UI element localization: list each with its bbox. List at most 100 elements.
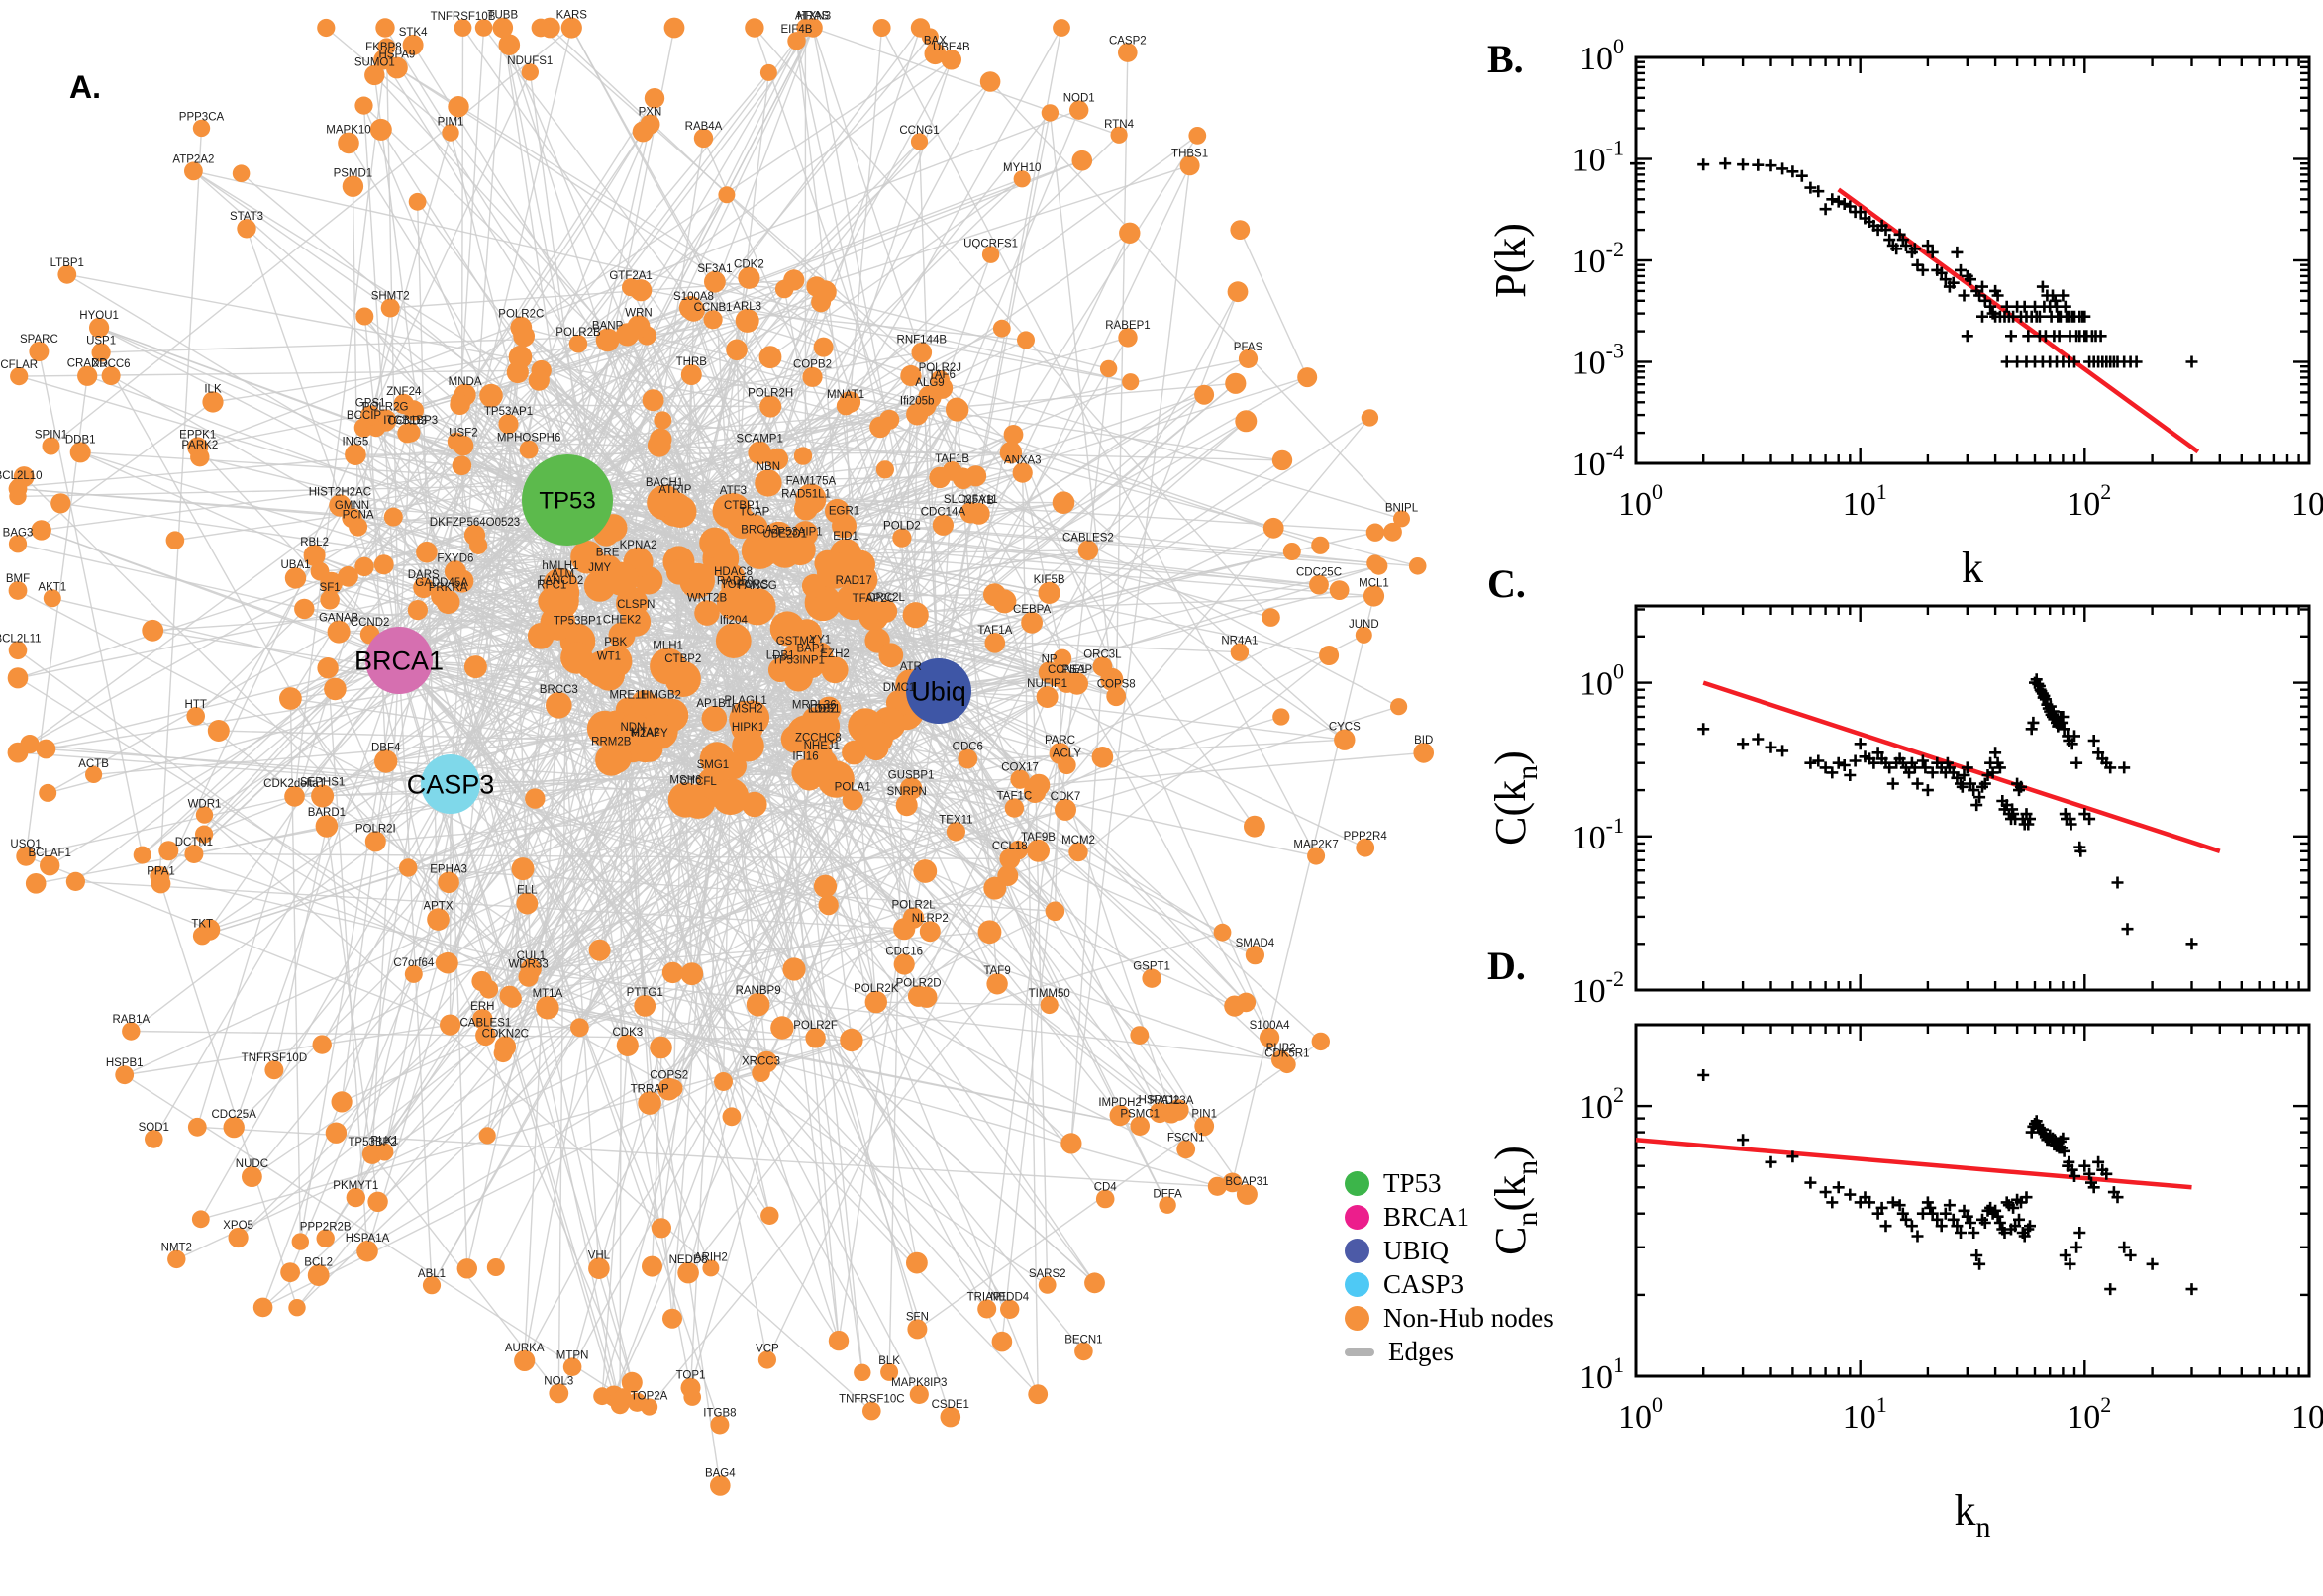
svg-text:PXN: PXN (639, 107, 662, 119)
svg-text:CTBP2: CTBP2 (664, 653, 701, 665)
legend-item: BRCA1 (1345, 1202, 1554, 1232)
legend-label: UBIQ (1383, 1236, 1449, 1265)
svg-text:MAPK10: MAPK10 (326, 125, 370, 137)
svg-text:MAP2K7: MAP2K7 (1293, 840, 1338, 851)
svg-text:NOL3: NOL3 (544, 1376, 573, 1388)
svg-text:CD4: CD4 (1094, 1182, 1118, 1194)
svg-text:HTT: HTT (185, 699, 207, 711)
svg-text:POLR2J: POLR2J (919, 362, 961, 374)
svg-text:DCTN1: DCTN1 (175, 837, 213, 848)
svg-text:PPP2R4: PPP2R4 (1344, 831, 1388, 843)
svg-text:EPPK1: EPPK1 (179, 429, 216, 441)
svg-text:SF1: SF1 (320, 582, 341, 594)
axis-ticks (1636, 57, 2309, 463)
svg-text:hMLH1: hMLH1 (542, 560, 578, 572)
svg-text:UQCRFS1: UQCRFS1 (963, 239, 1018, 250)
svg-text:BNIPL: BNIPL (1385, 502, 1419, 514)
svg-text:COX17: COX17 (1001, 762, 1039, 774)
svg-text:BRCA2: BRCA2 (741, 525, 778, 537)
svg-text:SF3A1: SF3A1 (697, 263, 732, 275)
svg-text:MAPK8IP3: MAPK8IP3 (891, 1377, 947, 1389)
svg-text:GTF2A1: GTF2A1 (609, 270, 652, 282)
svg-text:PKMYT1: PKMYT1 (333, 1180, 378, 1192)
svg-text:UBE2D1: UBE2D1 (762, 529, 807, 541)
svg-text:100: 100 (1618, 1392, 1663, 1436)
svg-text:ATXN3: ATXN3 (795, 11, 831, 23)
y-axis-title: Cn(kn) (1486, 1146, 1544, 1255)
svg-text:RNF144B: RNF144B (897, 335, 948, 347)
svg-text:RABEP1: RABEP1 (1105, 320, 1150, 332)
svg-text:ARIH2: ARIH2 (694, 1251, 728, 1263)
node-swatch-icon (1345, 1171, 1369, 1196)
panel-c-label: C. (1487, 561, 1526, 606)
panel-b-plot: 100 101 102 103 100 10-1 10-2 10-3 10-4 k P(k) (1486, 34, 2323, 592)
svg-text:USP1: USP1 (86, 336, 116, 348)
svg-text:NUFIP1: NUFIP1 (1027, 678, 1067, 690)
svg-text:POLR2G: POLR2G (362, 401, 409, 413)
svg-text:SUMO1: SUMO1 (354, 57, 395, 69)
svg-text:XRCC6: XRCC6 (92, 358, 131, 370)
svg-text:STAT3: STAT3 (230, 211, 263, 223)
svg-text:BRCA1: BRCA1 (354, 646, 444, 675)
svg-text:HSPA1A: HSPA1A (346, 1233, 390, 1245)
svg-text:POLR2K: POLR2K (854, 983, 899, 995)
svg-text:POLR2C: POLR2C (498, 309, 544, 321)
svg-text:GSPT1: GSPT1 (1133, 961, 1170, 973)
svg-text:NBN: NBN (757, 461, 780, 473)
svg-text:BCL2L11: BCL2L11 (0, 634, 42, 646)
panel-c-plot: 100 10-1 10-2 C(kn) (1486, 604, 2311, 1010)
svg-text:TRIAP1: TRIAP1 (967, 1292, 1007, 1304)
svg-text:THRB: THRB (676, 356, 708, 368)
svg-text:CDC6: CDC6 (953, 742, 983, 753)
svg-text:PBK: PBK (604, 637, 627, 648)
svg-text:POLD2: POLD2 (883, 521, 921, 533)
svg-text:BCCIP: BCCIP (347, 410, 381, 422)
svg-text:FKBP8: FKBP8 (365, 42, 401, 53)
svg-text:CDK3: CDK3 (612, 1027, 643, 1039)
svg-text:HSPA9: HSPA9 (378, 50, 415, 61)
svg-text:KIF5B: KIF5B (1034, 574, 1065, 586)
svg-text:CCNG1: CCNG1 (899, 125, 939, 137)
legend-item: TP53 (1345, 1168, 1554, 1198)
svg-text:MCL1: MCL1 (1359, 577, 1389, 589)
svg-text:IFI16: IFI16 (792, 751, 818, 763)
svg-text:102: 102 (1579, 1082, 1624, 1126)
hub-node-brca1 (365, 627, 433, 694)
svg-text:SOD1: SOD1 (139, 1122, 169, 1134)
svg-text:CDC25A: CDC25A (212, 1109, 257, 1121)
svg-text:TAF1C: TAF1C (997, 790, 1033, 802)
svg-text:TP53INP1: TP53INP1 (772, 654, 825, 666)
hub-node-ubiq (906, 658, 971, 724)
svg-text:S100A8: S100A8 (673, 291, 714, 303)
svg-text:TIMM50: TIMM50 (1029, 988, 1070, 1000)
svg-text:TRRAP: TRRAP (631, 1083, 669, 1095)
svg-text:COPS8: COPS8 (1097, 678, 1136, 690)
svg-text:SARS2: SARS2 (1029, 1268, 1066, 1280)
svg-text:EZH2: EZH2 (820, 648, 849, 660)
svg-text:Ifi205b: Ifi205b (900, 395, 935, 407)
svg-text:PTTG1: PTTG1 (627, 987, 663, 999)
svg-text:TNFRSF10B: TNFRSF10B (431, 11, 496, 23)
svg-text:LDB1: LDB1 (766, 650, 795, 662)
svg-text:FANCD2: FANCD2 (539, 575, 583, 587)
svg-text:CDK2deltaT: CDK2deltaT (263, 778, 326, 790)
svg-text:BARD1: BARD1 (308, 807, 346, 819)
svg-text:10-2: 10-2 (1572, 966, 1624, 1010)
svg-text:FANCG: FANCG (738, 580, 777, 592)
svg-text:BANP: BANP (592, 321, 624, 333)
svg-text:EID1: EID1 (833, 531, 858, 543)
tick-labels: 100101102103102101 (1579, 1082, 2323, 1436)
svg-text:WDR1: WDR1 (188, 798, 222, 810)
svg-text:GSTM4: GSTM4 (776, 636, 816, 648)
svg-text:100: 100 (1579, 659, 1624, 703)
svg-text:ARL3: ARL3 (733, 301, 761, 313)
svg-text:NR4A1: NR4A1 (1221, 636, 1258, 648)
svg-text:PIM1: PIM1 (438, 116, 464, 128)
data-points (1630, 157, 2198, 368)
svg-text:RFC1: RFC1 (537, 580, 566, 592)
svg-text:MRE11: MRE11 (609, 689, 647, 701)
svg-text:VHL: VHL (588, 1250, 611, 1262)
svg-text:PIN1: PIN1 (1191, 1108, 1217, 1120)
svg-text:APTX: APTX (423, 900, 453, 912)
